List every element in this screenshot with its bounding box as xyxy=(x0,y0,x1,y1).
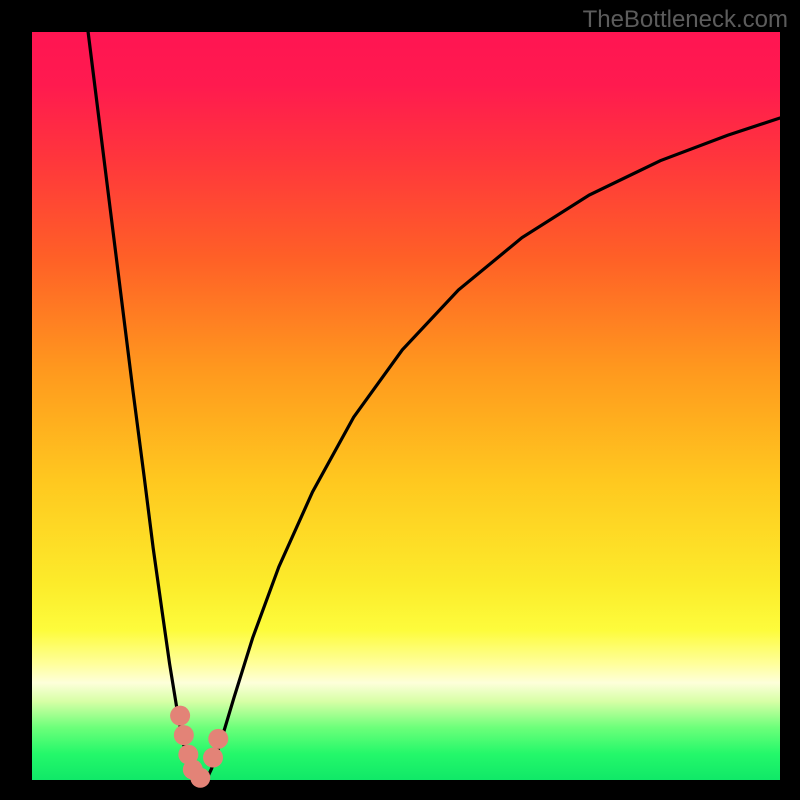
plot-background xyxy=(32,32,780,780)
data-marker xyxy=(203,748,223,768)
data-marker xyxy=(190,768,210,788)
watermark-text: TheBottleneck.com xyxy=(583,6,788,34)
chart-canvas: TheBottleneck.com xyxy=(0,0,800,800)
data-marker xyxy=(208,729,228,749)
data-marker xyxy=(174,725,194,745)
bottleneck-chart xyxy=(0,0,800,800)
data-marker xyxy=(170,706,190,726)
